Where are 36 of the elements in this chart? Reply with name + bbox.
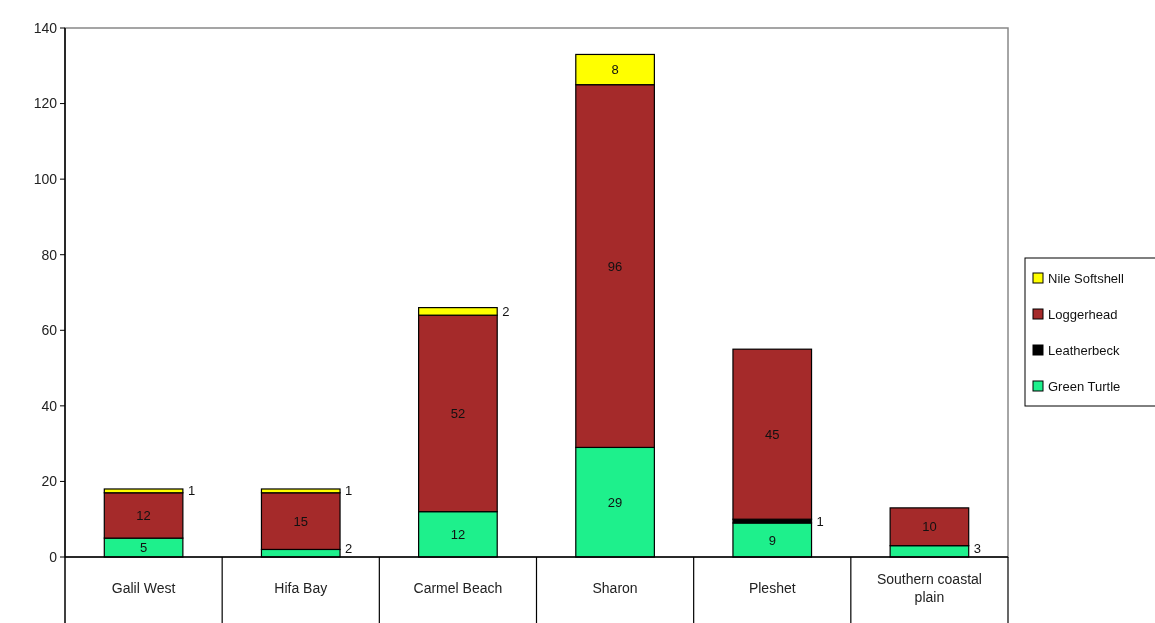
data-label: 52 bbox=[450, 405, 466, 421]
x-tick-label: Pleshet bbox=[748, 580, 796, 596]
data-label: 8 bbox=[611, 62, 619, 78]
data-label: 2 bbox=[502, 303, 510, 319]
data-label: 3 bbox=[973, 540, 981, 556]
x-tick-label: Hifa Bay bbox=[274, 580, 328, 596]
y-tick-label: 140 bbox=[33, 19, 58, 36]
bar bbox=[732, 348, 813, 520]
data-label: 12 bbox=[136, 507, 151, 523]
data-label: 45 bbox=[765, 426, 780, 442]
y-tick-label: 0 bbox=[49, 548, 58, 565]
y-tick-label: 20 bbox=[41, 473, 58, 490]
legend-label: Nile Softshell bbox=[1048, 270, 1124, 286]
legend-label: Leatherbeck bbox=[1048, 342, 1121, 358]
data-label: 1 bbox=[345, 483, 353, 499]
data-label: 5 bbox=[139, 540, 148, 556]
data-label: 1 bbox=[816, 513, 824, 529]
legend-label: Loggerhead bbox=[1048, 306, 1118, 322]
data-label: 96 bbox=[607, 258, 623, 274]
data-label: 1 bbox=[187, 483, 196, 499]
y-tick-label: 60 bbox=[41, 322, 58, 339]
y-tick-label: 100 bbox=[33, 171, 58, 188]
y-tick-label: 120 bbox=[33, 95, 58, 112]
data-label: 10 bbox=[922, 519, 937, 535]
y-tick-label: 80 bbox=[41, 246, 58, 263]
x-tick-label: Galil West bbox=[111, 580, 176, 596]
data-label: 9 bbox=[768, 532, 776, 548]
data-label: 29 bbox=[607, 494, 623, 510]
legend-label: Green Turtle bbox=[1048, 378, 1121, 394]
data-label: 12 bbox=[450, 526, 466, 542]
x-tick-label: Southern coastal plain bbox=[876, 571, 982, 605]
x-tick-label: Sharon bbox=[592, 580, 638, 596]
y-tick-label: 40 bbox=[41, 397, 58, 414]
x-tick-label: Carmel Beach bbox=[413, 580, 503, 596]
data-label: 2 bbox=[345, 540, 353, 556]
data-label: 15 bbox=[293, 513, 308, 529]
